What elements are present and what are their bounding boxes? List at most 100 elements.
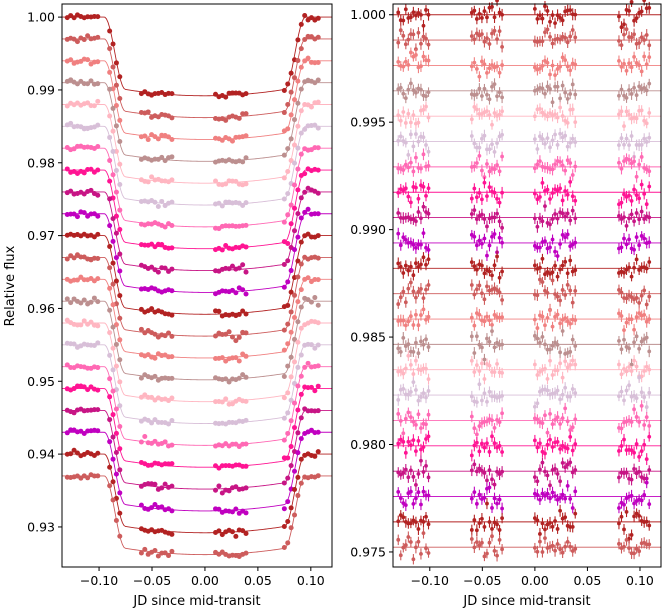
residual-point <box>477 238 482 243</box>
residual-point <box>545 187 550 192</box>
residual-point <box>555 415 560 420</box>
residual-point <box>532 6 537 11</box>
light-curve-point <box>233 355 239 361</box>
light-curve-point <box>152 355 158 361</box>
residual-point <box>482 377 487 381</box>
residual-point <box>617 362 621 367</box>
residual-point <box>617 475 621 480</box>
light-curve-point <box>236 265 242 271</box>
light-curve-point <box>281 347 287 353</box>
residual-point <box>568 460 573 465</box>
residual-point <box>497 472 502 476</box>
light-curve-point <box>95 59 101 65</box>
residual-point <box>414 155 418 160</box>
residual-point <box>401 318 406 323</box>
residual-point <box>563 235 568 240</box>
light-curve-point <box>315 449 321 455</box>
residual-point <box>426 186 431 191</box>
residual-point <box>647 43 652 48</box>
residual-point <box>560 163 565 168</box>
left-x-axis-label: JD since mid-transit <box>132 594 260 609</box>
right-x-axis-label: JD since mid-transit <box>462 594 590 609</box>
residual-point <box>472 323 477 328</box>
residual-point <box>617 287 621 292</box>
residual-point <box>492 150 497 154</box>
residual-point <box>545 316 550 320</box>
residual-series-9 <box>393 200 661 233</box>
residual-point <box>555 216 560 221</box>
residual-point <box>627 143 631 148</box>
light-curve-point <box>308 342 314 348</box>
light-curve-point <box>292 182 298 188</box>
residual-point <box>634 396 639 401</box>
residual-point <box>398 496 403 501</box>
residual-point <box>398 513 403 518</box>
residual-point <box>548 358 552 363</box>
residual-point <box>558 479 563 484</box>
residual-point <box>634 93 639 98</box>
residual-point <box>647 110 652 115</box>
residual-point <box>550 278 555 283</box>
residual-point <box>495 362 499 366</box>
light-curve-point <box>107 244 113 250</box>
residual-point <box>419 262 423 267</box>
light-curve-point <box>113 82 119 88</box>
light-curve-point <box>315 145 321 151</box>
residual-point <box>647 184 652 189</box>
light-curve-point <box>226 329 232 335</box>
light-curve-point <box>281 523 287 529</box>
residual-point <box>560 288 565 292</box>
light-curve-point <box>64 362 70 368</box>
light-curve-point <box>110 238 116 244</box>
light-curve-point <box>107 376 113 382</box>
light-curve-point <box>233 484 239 490</box>
left-y-tick-label: 0.95 <box>27 374 55 389</box>
light-curve-point <box>243 269 249 275</box>
residual-point <box>403 121 408 125</box>
light-curve-point <box>305 206 311 212</box>
light-curve-point <box>292 359 298 365</box>
light-curve-point <box>240 308 246 314</box>
residual-point <box>421 107 426 112</box>
residual-point <box>480 32 484 37</box>
residual-point <box>426 522 431 527</box>
light-curve-14 <box>62 295 332 385</box>
light-curve-point <box>71 255 77 261</box>
residual-point <box>421 152 426 157</box>
residual-point <box>647 502 652 507</box>
residual-point <box>469 315 474 320</box>
residual-point <box>550 343 555 348</box>
light-curve-point <box>312 295 318 301</box>
light-curve-point <box>315 277 321 283</box>
residual-point <box>477 369 482 373</box>
residual-point <box>495 141 499 146</box>
residual-point <box>414 545 418 550</box>
residual-point <box>617 160 621 165</box>
residual-point <box>490 273 494 278</box>
residual-point <box>421 23 426 28</box>
left-x-tick-label: −0.10 <box>80 573 118 588</box>
residual-point <box>482 554 487 559</box>
light-curve-point <box>88 299 94 305</box>
residual-point <box>401 471 406 475</box>
residual-point <box>487 389 492 394</box>
residual-point <box>617 394 621 399</box>
light-curve-point <box>169 461 175 467</box>
residual-point <box>540 16 545 21</box>
light-curve-point <box>292 486 298 492</box>
residual-point <box>563 293 568 297</box>
residual-point <box>421 255 426 260</box>
residual-point <box>426 163 431 168</box>
light-curve-point <box>81 318 87 324</box>
light-curve-point <box>117 467 123 473</box>
residual-point <box>416 398 421 403</box>
light-curve-point <box>288 444 294 449</box>
residual-point <box>558 321 563 326</box>
residual-point <box>411 217 416 222</box>
residual-point <box>570 300 575 305</box>
left-x-tick-label: 0.00 <box>191 573 219 588</box>
light-curve-point <box>107 178 113 184</box>
residual-point <box>573 216 578 221</box>
residual-point <box>639 182 644 187</box>
light-curve-point <box>113 230 119 236</box>
